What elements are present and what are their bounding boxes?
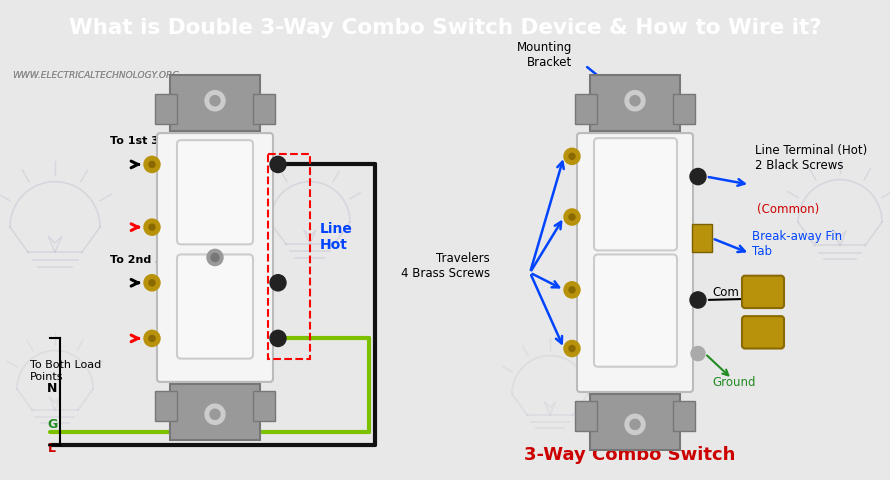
Text: (Common): (Common) [757,203,820,216]
Bar [170,384,260,440]
Circle shape [144,219,160,235]
Text: Com: Com [712,287,739,300]
Circle shape [149,280,155,286]
Bar [673,94,695,124]
Circle shape [270,275,286,291]
Circle shape [564,282,580,298]
Text: G: G [47,418,57,431]
Bar [590,75,680,131]
Bar [673,401,695,432]
Text: 3-Way Combo Switch: 3-Way Combo Switch [524,446,736,464]
Bar [170,75,260,131]
Circle shape [625,414,645,434]
FancyBboxPatch shape [742,316,784,348]
Bar [155,94,177,124]
Text: To 1st 3-Way: To 1st 3-Way [110,136,190,146]
Circle shape [205,91,225,111]
Text: WWW.ELECTRICALTECHNOLOGY.ORG: WWW.ELECTRICALTECHNOLOGY.ORG [12,72,179,80]
Circle shape [564,340,580,357]
Circle shape [211,253,219,262]
Text: Mounting
Bracket: Mounting Bracket [516,41,572,69]
Circle shape [625,91,645,111]
Text: Ground: Ground [712,376,756,389]
Text: N: N [47,383,57,396]
FancyBboxPatch shape [177,140,253,244]
FancyBboxPatch shape [177,254,253,359]
Circle shape [205,404,225,424]
Bar [268,155,310,359]
Circle shape [207,250,223,265]
Text: What is Double 3-Way Combo Switch Device & How to Wire it?: What is Double 3-Way Combo Switch Device… [69,18,821,37]
Text: To Both Load
Points: To Both Load Points [30,360,101,382]
Bar [155,391,177,421]
Circle shape [569,287,575,293]
Circle shape [564,148,580,165]
Circle shape [270,330,286,347]
Bar [575,94,597,124]
Text: Travelers
4 Brass Screws: Travelers 4 Brass Screws [400,252,490,279]
Circle shape [144,156,160,172]
Text: Break-away Fin
Tab: Break-away Fin Tab [752,230,842,258]
Circle shape [630,420,640,430]
Circle shape [210,96,220,106]
FancyBboxPatch shape [742,276,784,308]
Bar [253,94,275,124]
Circle shape [690,168,706,185]
Circle shape [149,224,155,230]
Circle shape [690,292,706,308]
Circle shape [569,153,575,159]
Circle shape [149,336,155,341]
Bar [575,401,597,432]
FancyBboxPatch shape [594,254,677,367]
FancyBboxPatch shape [577,133,693,392]
Text: L: L [48,442,56,455]
Circle shape [569,214,575,220]
Bar [253,391,275,421]
Text: Line
Hot: Line Hot [320,222,352,252]
Circle shape [630,96,640,106]
Circle shape [564,209,580,225]
Text: WWW.ELECTRICALTECHNOLOGY.ORG: WWW.ELECTRICALTECHNOLOGY.ORG [12,72,179,80]
Circle shape [210,409,220,420]
Circle shape [144,275,160,291]
Circle shape [144,330,160,347]
FancyBboxPatch shape [594,138,677,251]
Bar [590,394,680,450]
Bar [692,224,712,252]
Circle shape [270,156,286,172]
Circle shape [691,347,705,360]
Circle shape [569,346,575,351]
Text: Line Terminal (Hot)
2 Black Screws: Line Terminal (Hot) 2 Black Screws [755,144,867,171]
Text: To 2nd 3-Way: To 2nd 3-Way [110,254,193,264]
FancyBboxPatch shape [157,133,273,382]
Circle shape [149,161,155,168]
